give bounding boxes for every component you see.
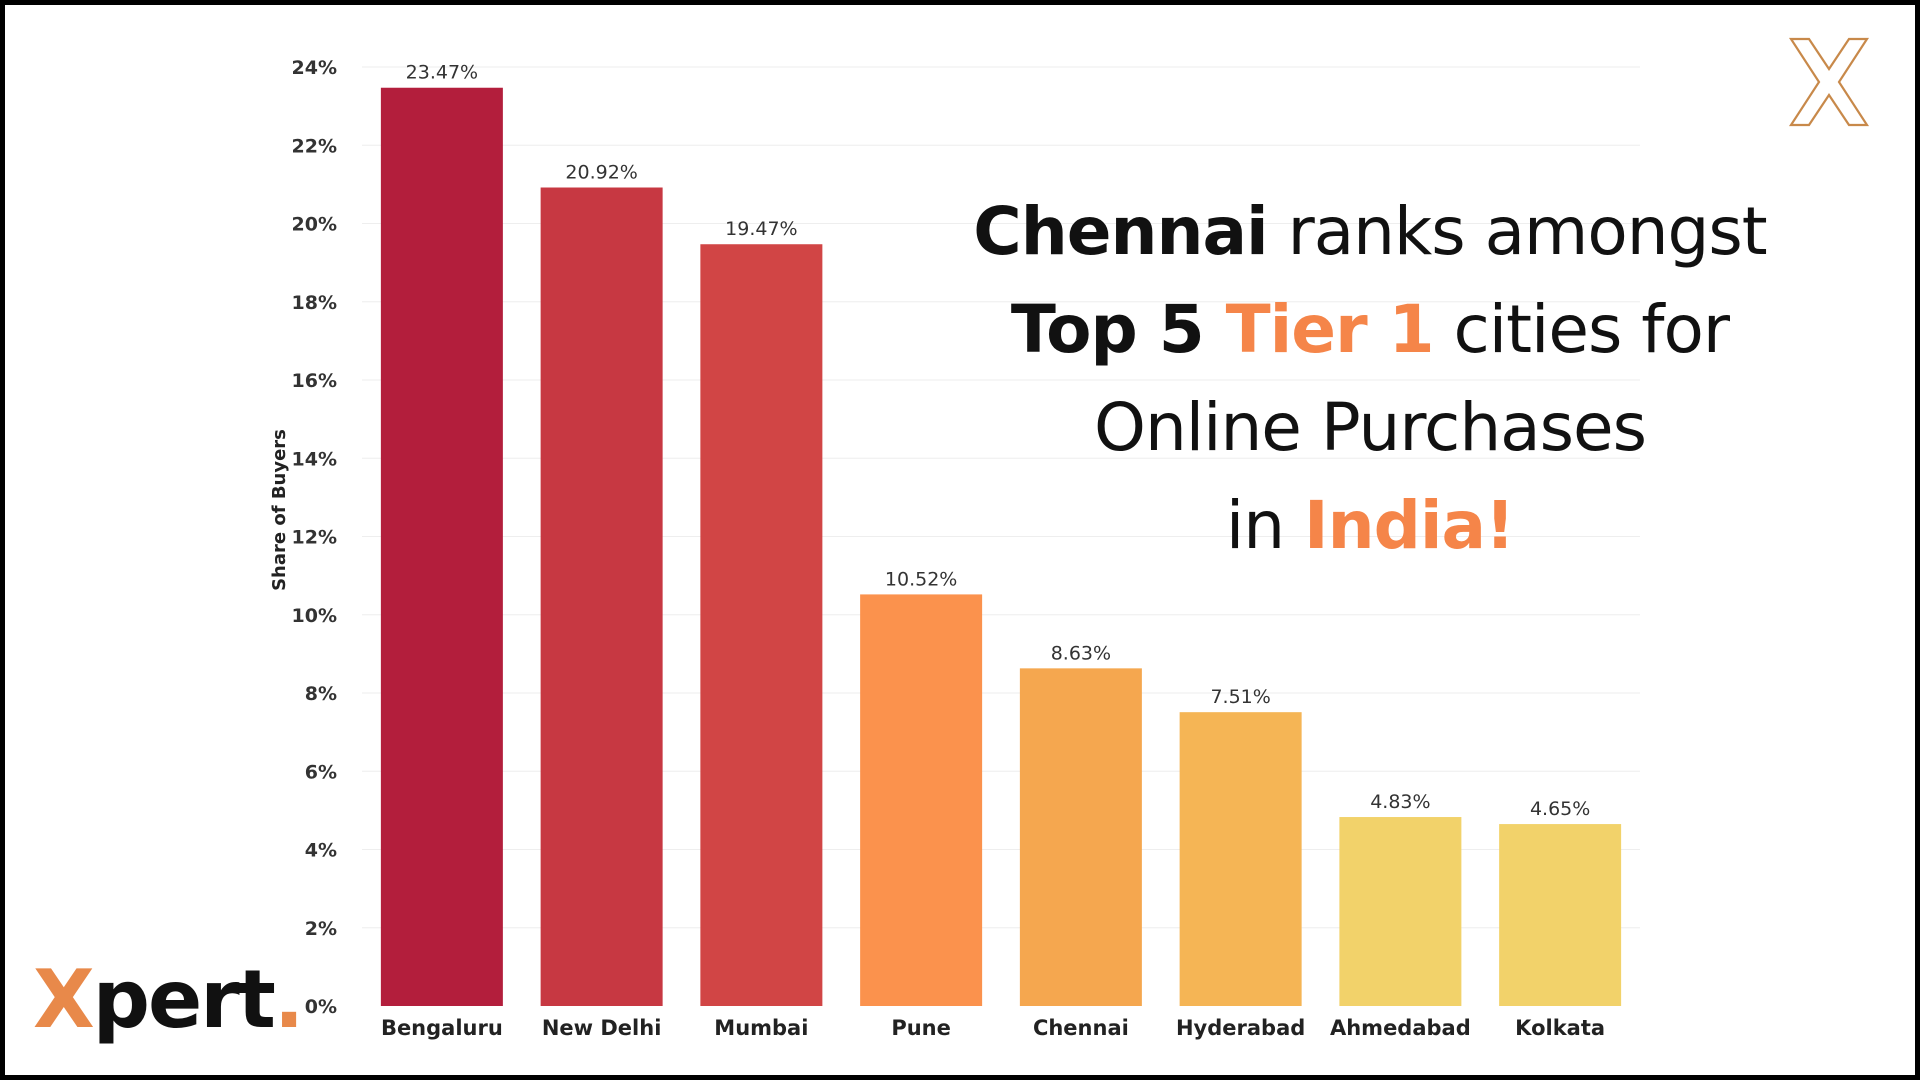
y-tick-label: 6%	[305, 761, 337, 783]
x-category-label: Bengaluru	[381, 1016, 503, 1040]
bar-bengaluru	[380, 87, 503, 1006]
y-tick-label: 8%	[305, 683, 337, 705]
y-tick-label: 2%	[305, 918, 337, 940]
x-category-label: Ahmedabad	[1330, 1016, 1471, 1040]
headline-top5: Top 5	[1010, 291, 1226, 368]
headline-line-4: in India!	[935, 477, 1805, 575]
data-label: 23.47%	[406, 62, 478, 84]
data-labels: 23.47% 20.92% 19.47% 10.52% 8.63% 7.51% 4.83% 4…	[406, 62, 1591, 820]
x-axis-categories: Bengaluru New Delhi Mumbai Pune Chennai Hyder…	[381, 1016, 1605, 1040]
y-tick-label: 4%	[305, 840, 337, 862]
y-tick-label: 10%	[292, 605, 337, 627]
bar-pune	[860, 594, 983, 1006]
headline: Chennai ranks amongst Top 5 Tier 1 citie…	[935, 183, 1805, 575]
bars	[380, 87, 1622, 1006]
data-label: 10.52%	[885, 568, 957, 590]
x-category-label: Hyderabad	[1176, 1016, 1305, 1040]
y-tick-label: 12%	[292, 527, 337, 549]
bar-kolkata	[1499, 824, 1622, 1006]
headline-city: Chennai	[973, 193, 1268, 270]
data-label: 4.83%	[1370, 791, 1430, 813]
y-axis-title: Share of Buyers	[269, 429, 290, 591]
y-tick-label: 24%	[292, 57, 337, 79]
x-category-label: Chennai	[1033, 1016, 1129, 1040]
bar-ahmedabad	[1339, 817, 1462, 1006]
data-label: 19.47%	[725, 218, 797, 240]
bar-hyderabad	[1179, 712, 1302, 1006]
headline-line-1: Chennai ranks amongst	[935, 183, 1805, 281]
xpert-logo: Xpert.	[33, 953, 304, 1046]
headline-line-2-rest: cities for	[1433, 291, 1730, 368]
y-tick-label: 16%	[292, 370, 337, 392]
y-axis-ticks: 0% 2% 4% 6% 8% 10% 12% 14% 16% 18% 20% 22% 24%	[292, 57, 337, 1018]
bar-mumbai	[700, 244, 823, 1006]
headline-line-2: Top 5 Tier 1 cities for	[935, 281, 1805, 379]
y-tick-label: 14%	[292, 448, 337, 470]
y-tick-label: 18%	[292, 292, 337, 314]
x-logo-outline-icon	[1788, 37, 1870, 127]
x-category-label: Pune	[891, 1016, 951, 1040]
bar-chart: 0% 2% 4% 6% 8% 10% 12% 14% 16% 18% 20% 22% 24% 23.47…	[269, 57, 1640, 1040]
headline-line-4-plain: in	[1225, 487, 1305, 564]
data-label: 8.63%	[1051, 642, 1111, 664]
bar-new-delhi	[540, 187, 663, 1006]
headline-line-3: Online Purchases	[1094, 389, 1647, 466]
y-tick-label: 0%	[305, 996, 337, 1018]
data-label: 20.92%	[565, 162, 637, 184]
headline-line-1-rest: ranks amongst	[1267, 193, 1768, 270]
y-tick-label: 22%	[292, 135, 337, 157]
headline-tier1: Tier 1	[1225, 291, 1435, 368]
x-category-label: New Delhi	[542, 1016, 662, 1040]
y-tick-label: 20%	[292, 214, 337, 236]
bar-chennai	[1019, 668, 1142, 1006]
data-label: 4.65%	[1530, 798, 1590, 820]
x-category-label: Kolkata	[1515, 1016, 1605, 1040]
x-category-label: Mumbai	[714, 1016, 808, 1040]
headline-india: India!	[1304, 487, 1515, 564]
data-label: 7.51%	[1210, 686, 1270, 708]
